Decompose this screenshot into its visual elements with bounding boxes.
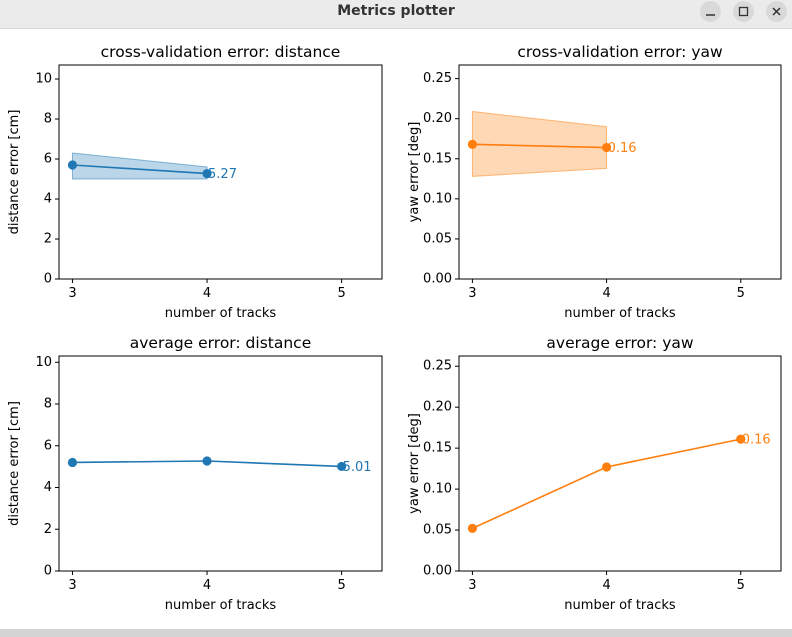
y-axis-label: yaw error [deg] bbox=[407, 413, 422, 514]
x-tick-label: 5 bbox=[737, 578, 745, 593]
y-tick-label: 0.15 bbox=[423, 441, 452, 456]
x-tick-label: 4 bbox=[602, 578, 610, 593]
x-tick-label: 5 bbox=[337, 578, 345, 593]
y-axis-label: yaw error [deg] bbox=[407, 122, 422, 223]
y-tick-label: 2 bbox=[44, 522, 52, 537]
y-tick-label: 10 bbox=[35, 72, 52, 87]
error-band bbox=[71, 152, 208, 180]
data-label: 5.01 bbox=[343, 460, 372, 475]
minimize-icon bbox=[706, 14, 715, 16]
y-tick-label: 0.00 bbox=[423, 272, 452, 287]
axes-frame bbox=[58, 64, 383, 280]
window-title: Metrics plotter bbox=[337, 3, 455, 19]
y-tick-label: 4 bbox=[44, 480, 52, 495]
data-point bbox=[67, 160, 78, 170]
y-tick-label: 0.05 bbox=[423, 523, 452, 538]
data-point bbox=[67, 457, 78, 468]
axes-frame bbox=[458, 64, 782, 280]
y-tick-label: 0.10 bbox=[423, 191, 452, 206]
chart-panel-4: 0.16 3 4 5 0.00 0.05 0.10 0.15 0.20 0.25 average e… bbox=[407, 334, 782, 613]
series-line bbox=[472, 438, 741, 530]
y-tick-label: 0.25 bbox=[423, 359, 452, 374]
bottom-scrollbar bbox=[0, 629, 792, 637]
y-tick-label: 0.05 bbox=[423, 231, 452, 246]
maximize-icon bbox=[738, 6, 749, 17]
y-tick-label: 0.20 bbox=[423, 400, 452, 415]
close-button[interactable] bbox=[766, 1, 787, 22]
plots-canvas: 5.27 3 4 5 0 2 4 6 8 10 cross-validation error: di… bbox=[7, 43, 782, 613]
y-tick-label: 0.15 bbox=[423, 151, 452, 166]
x-axis-label: number of tracks bbox=[564, 598, 676, 613]
maximize-button[interactable] bbox=[733, 1, 754, 22]
y-axis-label: distance error [cm] bbox=[7, 401, 22, 526]
data-point bbox=[736, 434, 746, 444]
x-tick-label: 4 bbox=[203, 578, 211, 593]
chart-title: average error: yaw bbox=[546, 334, 693, 352]
chart-panel-1: 5.27 3 4 5 0 2 4 6 8 10 cross-validation error: di… bbox=[7, 43, 383, 321]
y-tick-label: 6 bbox=[44, 438, 52, 453]
y-tick-label: 8 bbox=[44, 397, 52, 412]
y-tick-label: 8 bbox=[44, 112, 52, 127]
data-point bbox=[337, 461, 347, 472]
data-label: 5.27 bbox=[208, 167, 237, 182]
x-tick-label: 3 bbox=[68, 286, 76, 301]
y-tick-label: 4 bbox=[44, 192, 52, 207]
data-point bbox=[467, 139, 478, 149]
y-tick-label: 0.20 bbox=[423, 111, 452, 126]
chart-panel-2: 0.16 3 4 5 0.00 0.05 0.10 0.15 0.20 0.25 cross-val… bbox=[407, 43, 782, 321]
minimize-button[interactable] bbox=[700, 1, 721, 22]
x-tick-label: 3 bbox=[468, 578, 476, 593]
data-point bbox=[202, 169, 212, 179]
x-tick-label: 5 bbox=[737, 286, 745, 301]
y-tick-label: 0 bbox=[44, 272, 52, 287]
close-icon bbox=[772, 7, 781, 16]
y-axis-label: distance error [cm] bbox=[7, 110, 22, 235]
series-line bbox=[472, 143, 607, 149]
chart-title: cross-validation error: yaw bbox=[517, 43, 723, 61]
y-tick-label: 0.00 bbox=[423, 564, 452, 579]
data-point bbox=[601, 142, 612, 153]
data-point bbox=[467, 523, 478, 534]
x-tick-label: 3 bbox=[468, 286, 476, 301]
data-label: 0.16 bbox=[742, 433, 771, 448]
data-point bbox=[601, 462, 612, 472]
chart-title: cross-validation error: distance bbox=[101, 43, 341, 61]
y-tick-label: 0.10 bbox=[423, 482, 452, 497]
chart-title: average error: distance bbox=[130, 334, 311, 352]
title-bar: Metrics plotter bbox=[0, 0, 792, 29]
error-band bbox=[471, 110, 608, 177]
y-tick-label: 0.25 bbox=[423, 71, 452, 86]
x-axis-label: number of tracks bbox=[564, 306, 676, 321]
y-tick-label: 2 bbox=[44, 232, 52, 247]
axes-frame bbox=[58, 355, 383, 572]
y-tick-label: 10 bbox=[35, 355, 52, 370]
chart-panel-3: 5.01 3 4 5 0 2 4 6 8 10 average error: distance num… bbox=[7, 334, 383, 613]
x-tick-label: 5 bbox=[337, 286, 345, 301]
x-tick-label: 4 bbox=[602, 286, 610, 301]
y-tick-label: 6 bbox=[44, 152, 52, 167]
x-axis-label: number of tracks bbox=[165, 306, 277, 321]
x-axis-label: number of tracks bbox=[165, 598, 277, 613]
y-tick-label: 0 bbox=[44, 564, 52, 579]
data-label: 0.16 bbox=[608, 141, 637, 156]
x-tick-label: 4 bbox=[203, 286, 211, 301]
axes-frame bbox=[458, 355, 782, 572]
x-tick-label: 3 bbox=[68, 578, 76, 593]
series-line bbox=[72, 164, 208, 175]
data-point bbox=[202, 456, 212, 466]
